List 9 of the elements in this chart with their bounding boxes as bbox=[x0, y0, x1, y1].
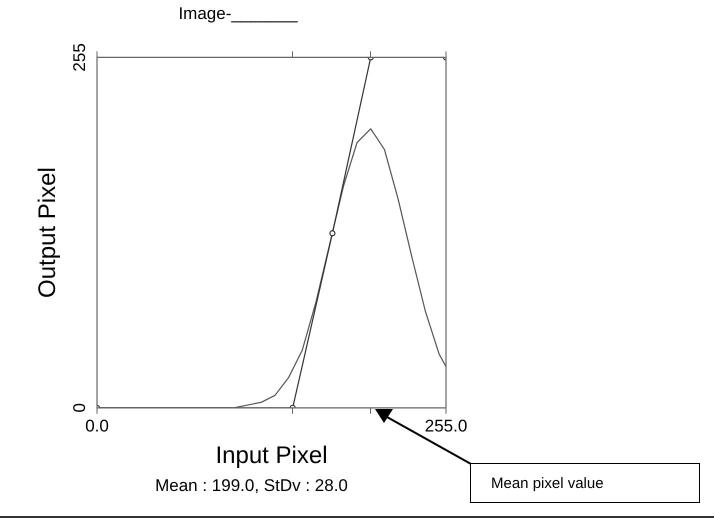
chart-title: Image-_______ bbox=[178, 4, 298, 23]
y-axis-title: Output Pixel bbox=[34, 167, 62, 298]
text: Mean pixel value bbox=[470, 463, 700, 503]
x-tick-label: 0.0 bbox=[85, 416, 109, 436]
x-tick-label: 255.0 bbox=[424, 416, 468, 436]
y-tick-label: 255 bbox=[70, 43, 90, 72]
y-tick-label: 0 bbox=[70, 403, 90, 413]
text: Mean : 199.0, StDv : 28.0 bbox=[155, 476, 348, 495]
x-axis-title: Input Pixel bbox=[215, 442, 328, 470]
